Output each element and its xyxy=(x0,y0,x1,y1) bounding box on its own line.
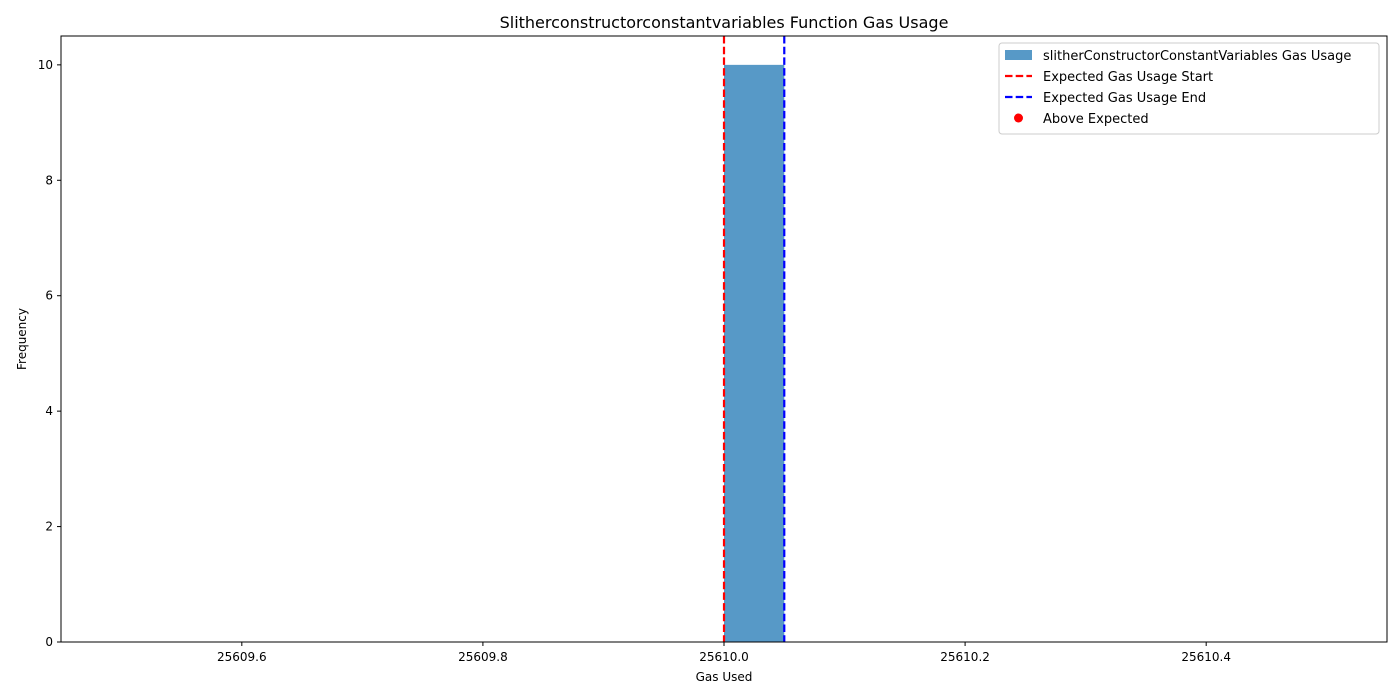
legend-swatch-above-expected xyxy=(1014,113,1023,123)
axes-frame xyxy=(60,35,1388,643)
y-tick-label: 8 xyxy=(45,173,53,187)
y-axis-label: Frequency xyxy=(15,308,29,370)
plot-area xyxy=(722,36,786,643)
x-tick-label: 25610.4 xyxy=(1181,650,1231,664)
y-tick-label: 0 xyxy=(45,635,53,649)
x-axis-ticks: 25609.6 25609.8 25610.0 25610.2 25610.4 xyxy=(217,642,1231,664)
legend-label: Expected Gas Usage Start xyxy=(1043,70,1213,85)
legend-label: Above Expected xyxy=(1043,112,1149,127)
x-tick-label: 25609.6 xyxy=(217,650,267,664)
legend-label: Expected Gas Usage End xyxy=(1043,91,1206,106)
legend-box xyxy=(998,42,1380,135)
y-axis-ticks: 0 2 4 6 8 10 xyxy=(38,58,61,649)
legend-swatch-histogram xyxy=(1005,50,1032,60)
legend: slitherConstructorConstantVariables Gas … xyxy=(998,42,1380,135)
y-tick-label: 6 xyxy=(45,289,53,303)
y-tick-label: 10 xyxy=(38,58,53,72)
histogram-bar-0-0 xyxy=(724,64,785,643)
x-axis-label: Gas Used xyxy=(696,670,753,684)
y-tick-label: 4 xyxy=(45,404,53,418)
x-tick-label: 25609.8 xyxy=(458,650,508,664)
x-tick-label: 25610.0 xyxy=(699,650,749,664)
x-tick-label: 25610.2 xyxy=(940,650,990,664)
chart-title: Slitherconstructorconstantvariables Func… xyxy=(500,13,949,32)
legend-label: slitherConstructorConstantVariables Gas … xyxy=(1043,49,1351,64)
y-tick-label: 2 xyxy=(45,520,53,534)
